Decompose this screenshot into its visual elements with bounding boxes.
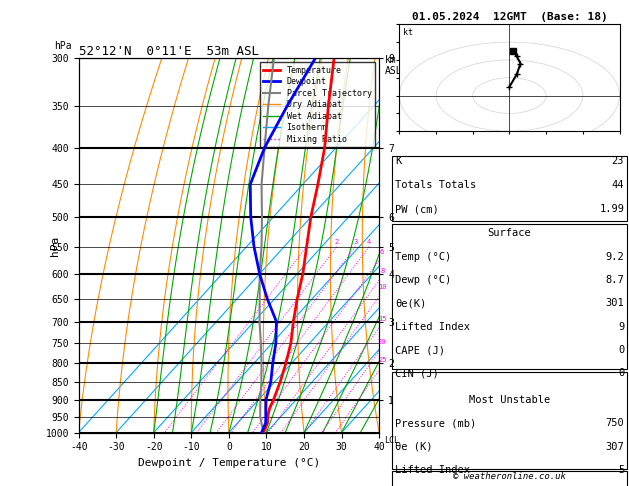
Text: 0: 0 — [618, 345, 624, 355]
Text: K: K — [395, 156, 401, 166]
Text: θe(K): θe(K) — [395, 298, 426, 309]
Text: Surface: Surface — [487, 228, 532, 239]
Text: 0: 0 — [618, 368, 624, 379]
Text: 44: 44 — [612, 180, 624, 190]
Text: 23: 23 — [612, 156, 624, 166]
Text: km
ASL: km ASL — [385, 54, 403, 76]
Text: 25: 25 — [379, 357, 387, 363]
Text: 8.7: 8.7 — [606, 275, 624, 285]
Text: 2: 2 — [335, 239, 339, 245]
Text: Pressure (mb): Pressure (mb) — [395, 418, 476, 429]
Text: 1: 1 — [304, 239, 309, 245]
Text: 01.05.2024  12GMT  (Base: 18): 01.05.2024 12GMT (Base: 18) — [411, 12, 608, 22]
Text: CIN (J): CIN (J) — [395, 368, 438, 379]
Text: Dewp (°C): Dewp (°C) — [395, 275, 451, 285]
Text: CAPE (J): CAPE (J) — [395, 345, 445, 355]
Text: 52°12'N  0°11'E  53m ASL: 52°12'N 0°11'E 53m ASL — [79, 45, 259, 58]
Text: Most Unstable: Most Unstable — [469, 395, 550, 405]
Text: Lifted Index: Lifted Index — [395, 322, 470, 332]
Text: 9.2: 9.2 — [606, 252, 624, 262]
Bar — [392, 471, 626, 486]
Text: 4: 4 — [367, 239, 371, 245]
Text: hPa: hPa — [50, 235, 60, 256]
Text: 8: 8 — [380, 268, 384, 274]
Bar — [392, 156, 626, 221]
Text: 750: 750 — [606, 418, 624, 429]
Text: Totals Totals: Totals Totals — [395, 180, 476, 190]
Text: kt: kt — [403, 28, 413, 37]
Legend: Temperature, Dewpoint, Parcel Trajectory, Dry Adiabat, Wet Adiabat, Isotherm, Mi: Temperature, Dewpoint, Parcel Trajectory… — [260, 63, 375, 147]
Text: 5: 5 — [618, 465, 624, 475]
Text: 1.99: 1.99 — [599, 204, 624, 214]
Text: 3: 3 — [353, 239, 357, 245]
Text: © weatheronline.co.uk: © weatheronline.co.uk — [453, 472, 566, 481]
Text: Temp (°C): Temp (°C) — [395, 252, 451, 262]
Text: 6: 6 — [379, 249, 384, 255]
Text: 20: 20 — [378, 339, 386, 345]
Text: hPa: hPa — [55, 41, 72, 51]
Bar — [392, 372, 626, 469]
Text: 15: 15 — [378, 316, 386, 322]
Text: 307: 307 — [606, 442, 624, 452]
X-axis label: Dewpoint / Temperature (°C): Dewpoint / Temperature (°C) — [138, 458, 320, 468]
Text: 9: 9 — [618, 322, 624, 332]
Text: PW (cm): PW (cm) — [395, 204, 438, 214]
Text: LCL: LCL — [384, 436, 399, 445]
Text: 301: 301 — [606, 298, 624, 309]
Text: θe (K): θe (K) — [395, 442, 432, 452]
Text: Lifted Index: Lifted Index — [395, 465, 470, 475]
Text: 10: 10 — [378, 284, 387, 290]
Bar — [392, 224, 626, 369]
